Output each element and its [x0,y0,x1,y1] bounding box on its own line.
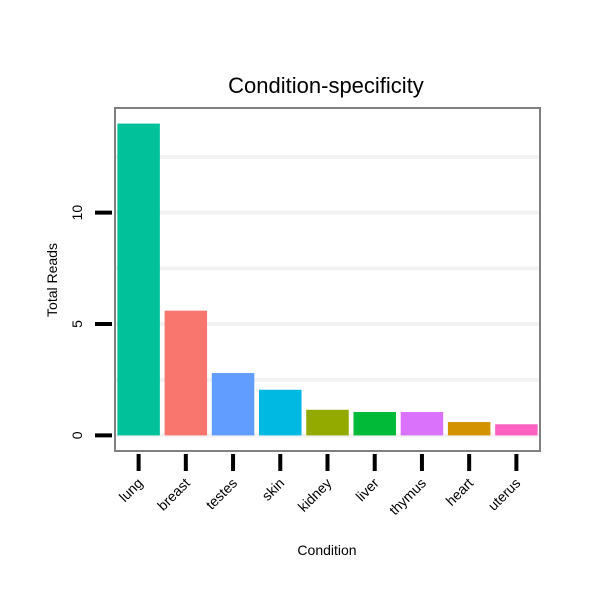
bar [400,412,444,436]
bar [447,422,491,436]
x-tick-label: kidney [295,475,335,515]
bar [353,412,396,436]
x-tick-label: heart [442,475,476,509]
chart-title: Condition-specificity [228,73,424,98]
x-tick-label: uterus [485,475,524,514]
y-tick-label: 0 [69,431,85,439]
bar [117,123,160,436]
x-tick-label: liver [352,475,382,505]
y-tick-label: 10 [69,205,85,221]
y-axis: 0 5 10 [69,205,112,439]
bar [259,389,302,436]
plot-panel-border [114,107,541,452]
x-tick-label: breast [154,475,193,514]
y-tick-label: 5 [69,320,85,328]
bars [117,123,538,436]
x-tick-label: skin [258,475,287,504]
y-axis-label: Total Reads [44,243,60,317]
x-axis-label: Condition [297,542,356,558]
x-tick-label: thymus [386,475,429,518]
bar [495,424,538,436]
x-tick-label: lung [116,475,146,505]
bar [164,310,208,436]
x-tick-label: testes [202,475,240,513]
bar [211,373,255,436]
x-axis: lung breast testes skin kidney liver thymus hea… [116,454,524,518]
bar [306,409,349,436]
